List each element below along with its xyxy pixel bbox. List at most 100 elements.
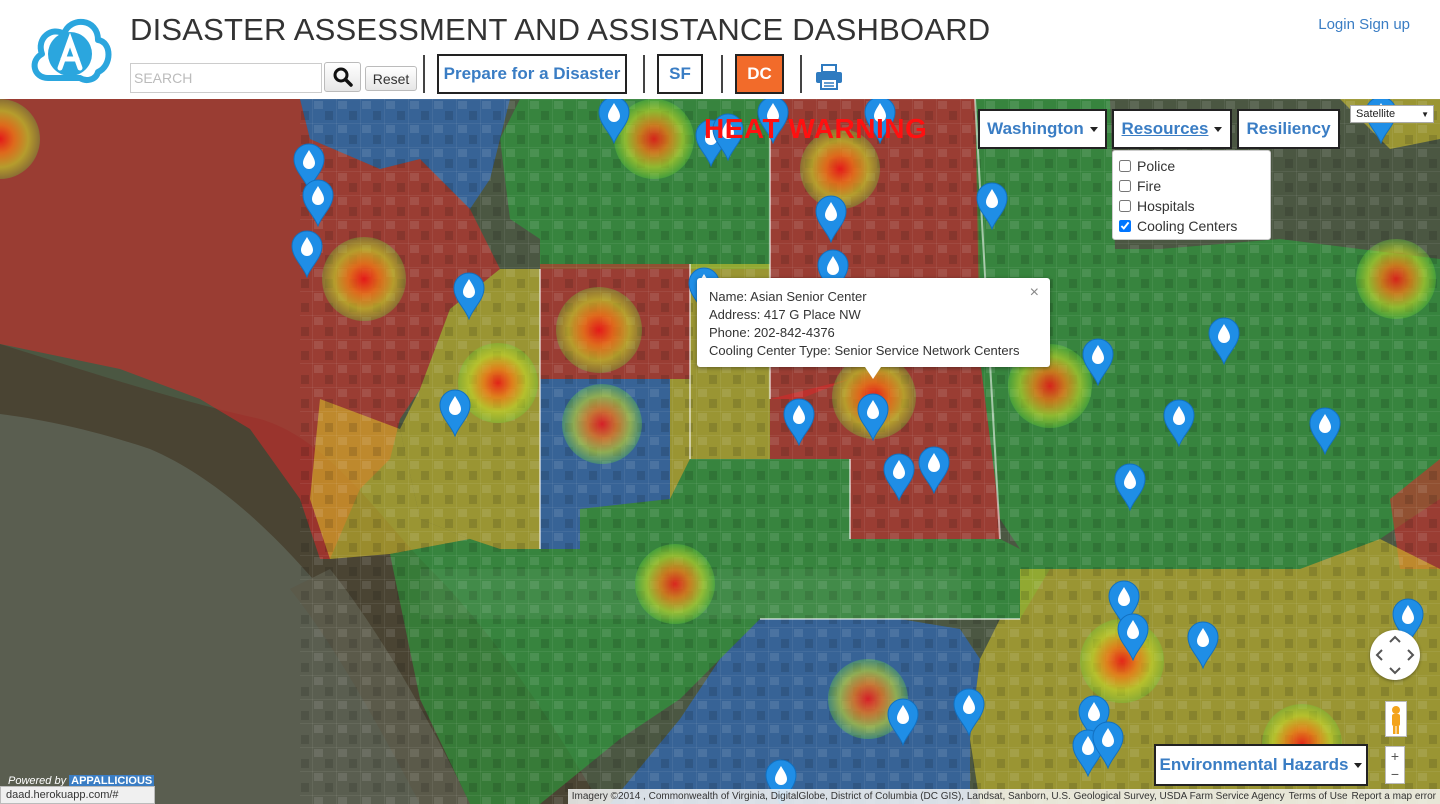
cooling-center-pin-icon[interactable] (596, 99, 632, 144)
resources-label: Resources (1121, 119, 1209, 138)
police-checkbox[interactable] (1119, 160, 1131, 172)
resiliency-button[interactable]: Resiliency (1237, 109, 1340, 149)
powered-by-label: Powered by APPALLICIOUS (8, 775, 155, 787)
heat-spot (635, 544, 715, 624)
cooling-center-pin-icon[interactable] (813, 193, 849, 243)
option-label: Hospitals (1137, 198, 1195, 214)
resource-option-cooling-centers[interactable]: Cooling Centers (1113, 216, 1270, 236)
cooling-center-pin-icon[interactable] (951, 686, 987, 736)
status-bar-url: daad.herokuapp.com/# (0, 786, 155, 804)
cooling-center-pin-icon[interactable] (1307, 405, 1343, 455)
cooling-center-pin-icon[interactable] (881, 451, 917, 501)
chevron-down-icon (1214, 126, 1223, 132)
print-icon[interactable] (815, 64, 843, 90)
divider (721, 55, 723, 93)
chevron-down-icon (1354, 762, 1363, 768)
environmental-hazards-dropdown[interactable]: Environmental Hazards (1154, 744, 1368, 786)
heat-spot (322, 237, 406, 321)
region-dropdown[interactable]: Washington (978, 109, 1107, 149)
cooling-center-pin-icon[interactable] (1115, 611, 1151, 661)
cooling-center-pin-icon[interactable] (1106, 578, 1142, 628)
auth-links: Login Sign up (1318, 16, 1410, 33)
heat-spot (800, 129, 880, 209)
env-hazards-label: Environmental Hazards (1159, 755, 1349, 774)
cooling-center-pin-icon[interactable] (437, 387, 473, 437)
cooling-center-pin-icon[interactable] (1161, 397, 1197, 447)
option-label: Fire (1137, 178, 1162, 194)
option-label: Cooling Centers (1137, 218, 1238, 234)
prepare-for-disaster-button[interactable]: Prepare for a Disaster (437, 54, 627, 94)
cooling-center-pin-icon[interactable] (1206, 315, 1242, 365)
zoom-out-button[interactable]: − (1390, 766, 1400, 782)
terms-link[interactable]: Terms of Use (1288, 791, 1348, 802)
pan-control[interactable] (1370, 630, 1420, 680)
dc-city-button[interactable]: DC (735, 54, 784, 94)
attribution-text: Imagery ©2014 , Commonwealth of Virginia… (571, 791, 1285, 802)
person-icon (1392, 706, 1400, 734)
cooling-center-pin-icon[interactable] (289, 228, 325, 278)
cooling-centers-checkbox[interactable] (1119, 220, 1131, 232)
search-icon (333, 67, 353, 87)
heat-spot (1356, 239, 1436, 319)
chevron-down-icon (1089, 126, 1098, 132)
cooling-center-pin-icon[interactable] (815, 247, 851, 297)
resource-option-police[interactable]: Police (1113, 156, 1270, 176)
zoom-control: + − (1385, 746, 1405, 784)
map-view[interactable]: HEAT WARNING Washington Resources Resili… (0, 99, 1440, 804)
region-label: Washington (987, 119, 1084, 138)
signup-link[interactable]: Sign up (1359, 16, 1410, 33)
heat-warning-label: HEAT WARNING (704, 113, 928, 144)
map-type-select[interactable]: Satellite ▼ (1350, 105, 1434, 123)
popup-phone: Phone: 202-842-4376 (709, 325, 835, 340)
street-view-pegman-icon[interactable] (1385, 701, 1407, 737)
divider (643, 55, 645, 93)
search-input[interactable] (130, 63, 322, 93)
divider (800, 55, 802, 93)
info-popup: Name: Asian Senior Center Address: 417 G… (697, 278, 1050, 379)
map-type-value: Satellite (1356, 108, 1396, 120)
fire-checkbox[interactable] (1119, 180, 1131, 192)
cooling-center-pin-icon[interactable] (781, 396, 817, 446)
cooling-center-pin-icon[interactable] (916, 444, 952, 494)
cooling-center-pin-icon[interactable] (710, 111, 746, 161)
page-title: DISASTER ASSESSMENT AND ASSISTANCE DASHB… (130, 12, 991, 47)
cooling-center-pin-icon[interactable] (300, 177, 336, 227)
cooling-center-pin-icon[interactable] (974, 180, 1010, 230)
sf-city-button[interactable]: SF (657, 54, 703, 94)
powered-by-brand[interactable]: APPALLICIOUS (69, 775, 155, 787)
cooling-center-pin-icon[interactable] (855, 391, 891, 441)
popup-type: Cooling Center Type: Senior Service Netw… (709, 343, 1020, 358)
cooling-center-pin-icon[interactable] (1080, 336, 1116, 386)
cooling-center-pin-icon[interactable] (1390, 596, 1426, 646)
resources-dropdown[interactable]: Resources (1112, 109, 1232, 149)
divider (423, 55, 425, 93)
popup-address: Address: 417 G Place NW (709, 307, 861, 322)
heat-spot (556, 287, 642, 373)
login-link[interactable]: Login (1318, 16, 1355, 33)
cooling-center-pin-icon[interactable] (1112, 461, 1148, 511)
reset-button[interactable]: Reset (365, 66, 417, 91)
heat-spot (562, 384, 642, 464)
powered-by-text: Powered by (8, 775, 67, 787)
cooling-center-pin-icon[interactable] (291, 141, 327, 191)
cooling-center-pin-icon[interactable] (755, 99, 791, 144)
zoom-in-button[interactable]: + (1390, 748, 1400, 764)
cooling-center-pin-icon[interactable] (1090, 719, 1126, 769)
report-error-link[interactable]: Report a map error (1351, 791, 1436, 802)
app-logo[interactable] (28, 8, 112, 92)
cooling-center-pin-icon[interactable] (451, 270, 487, 320)
cooling-center-pin-icon[interactable] (862, 99, 898, 144)
chevron-down-icon: ▼ (1421, 109, 1429, 119)
cooling-center-pin-icon[interactable] (1185, 619, 1221, 669)
heat-spot (458, 343, 538, 423)
resource-option-hospitals[interactable]: Hospitals (1113, 196, 1270, 216)
search-button[interactable] (324, 62, 361, 92)
close-icon[interactable]: × (1029, 284, 1039, 301)
cooling-center-pin-icon[interactable] (885, 696, 921, 746)
app-header: DISASTER ASSESSMENT AND ASSISTANCE DASHB… (0, 0, 1440, 99)
popup-name: Name: Asian Senior Center (709, 289, 867, 304)
hospitals-checkbox[interactable] (1119, 200, 1131, 212)
resources-menu: Police Fire Hospitals Cooling Centers (1112, 150, 1271, 240)
resource-option-fire[interactable]: Fire (1113, 176, 1270, 196)
map-attribution: Imagery ©2014 , Commonwealth of Virginia… (567, 789, 1440, 804)
